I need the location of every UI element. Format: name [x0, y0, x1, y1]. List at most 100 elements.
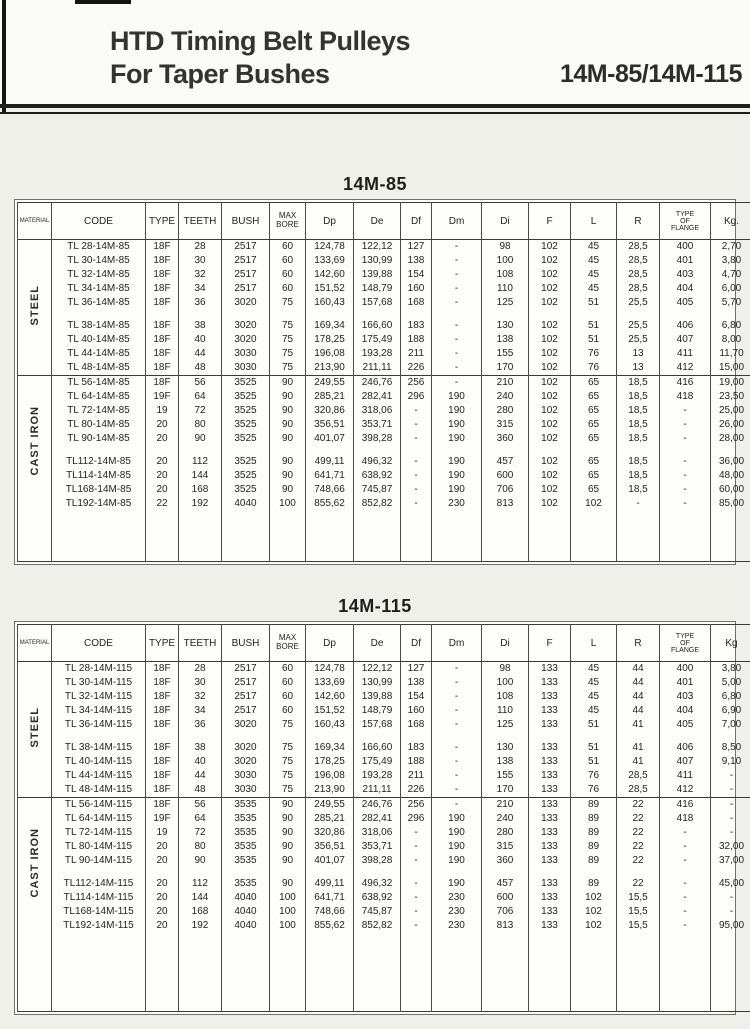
spacer-cell	[178, 310, 222, 319]
table-cell: 20	[145, 919, 179, 933]
table-cell: 3535	[221, 797, 270, 812]
spacer-cell	[353, 310, 401, 319]
table-cell: 133	[528, 704, 571, 718]
page-header: HTD Timing Belt Pulleys For Taper Bushes…	[0, 0, 750, 104]
spacer-row	[18, 446, 750, 455]
table-cell: 32	[178, 268, 222, 282]
table-cell: 160	[400, 282, 432, 296]
table-cell: 102	[528, 296, 571, 310]
spacer-cell	[221, 446, 270, 455]
column-header: TYPE	[145, 624, 179, 662]
table-cell: 600	[481, 469, 529, 483]
table-cell: 89	[570, 877, 617, 891]
spacer-cell	[305, 310, 354, 319]
table-cell: -	[659, 826, 711, 840]
table-cell: -	[659, 854, 711, 868]
filler-cell	[481, 933, 529, 1012]
table-cell: 178,25	[305, 333, 354, 347]
table-cell: 230	[431, 905, 482, 919]
table-cell: 51	[570, 741, 617, 755]
table-cell: 51	[570, 319, 617, 333]
table-cell: 230	[431, 919, 482, 933]
spacer-cell	[269, 868, 306, 877]
table-title: 14M-115	[338, 596, 412, 616]
table-cell: -	[431, 755, 482, 769]
spacer-cell	[710, 732, 750, 741]
table-cell: 28,5	[616, 783, 660, 798]
table-cell: -	[431, 718, 482, 732]
table-cell: 400	[659, 661, 711, 676]
table-cell: 2517	[221, 661, 270, 676]
table-cell: 407	[659, 755, 711, 769]
table-cell: 22	[616, 797, 660, 812]
table-cell: 76	[570, 347, 617, 361]
table-cell: -	[659, 455, 711, 469]
spacer-cell	[305, 446, 354, 455]
table-cell: 855,62	[305, 497, 354, 511]
table-cell: TL 38-14M-115	[51, 741, 146, 755]
spacer-cell	[481, 732, 529, 741]
spacer-cell	[305, 868, 354, 877]
spacer-cell	[570, 310, 617, 319]
spacer-cell	[221, 868, 270, 877]
table-cell: 196,08	[305, 769, 354, 783]
table-cell: 56	[178, 375, 222, 390]
table-cell: 37,00	[710, 854, 750, 868]
table-row: TL 30-14M-85 18F 30 2517 60 133,69 130,99 138-1…	[18, 254, 750, 268]
table-cell: -	[400, 826, 432, 840]
table-cell: 18,5	[616, 375, 660, 390]
spacer-row	[18, 732, 750, 741]
table-row: TL114-14M-115 20 144 4040 100 641,71 638,92-23…	[18, 891, 750, 905]
table-cell: 44	[616, 690, 660, 704]
table-cell: 168	[400, 718, 432, 732]
table-cell: 22	[616, 877, 660, 891]
table-cell: 75	[269, 741, 306, 755]
table-row: TL 40-14M-85 18F 40 3020 75 178,25 175,49 188-1…	[18, 333, 750, 347]
table-cell: 4040	[221, 497, 270, 511]
table-cell: 3525	[221, 455, 270, 469]
table-cell: 90	[269, 840, 306, 854]
table-cell: -	[431, 333, 482, 347]
table-cell: 256	[400, 797, 432, 812]
filler-cell	[145, 933, 179, 1012]
table-cell: 22	[616, 840, 660, 854]
table-cell: 157,68	[353, 296, 401, 310]
table-cell: 30	[178, 676, 222, 690]
table-cell: TL 32-14M-85	[51, 268, 146, 282]
table-cell: TL 34-14M-85	[51, 282, 146, 296]
spacer-cell	[616, 868, 660, 877]
table-cell: 3030	[221, 347, 270, 361]
table-cell: 45,00	[710, 877, 750, 891]
table-cell: -	[431, 375, 482, 390]
table-cell: 108	[481, 268, 529, 282]
table-cell: 178,25	[305, 755, 354, 769]
table-cell: 404	[659, 704, 711, 718]
table-cell: 25,5	[616, 296, 660, 310]
table-cell: 133	[528, 840, 571, 854]
filler-cell	[570, 933, 617, 1012]
table-cell: 190	[431, 404, 482, 418]
table-cell: 190	[431, 432, 482, 446]
table-cell: 133,69	[305, 676, 354, 690]
table-cell: 6,80	[710, 690, 750, 704]
table-cell: 3525	[221, 375, 270, 390]
table-row: TL 44-14M-85 18F 44 3030 75 196,08 193,28 211-1…	[18, 347, 750, 361]
column-header: R	[616, 202, 660, 240]
table-cell: 133	[528, 905, 571, 919]
table-cell: 125	[481, 718, 529, 732]
table-cell: TL 44-14M-115	[51, 769, 146, 783]
table-filler	[17, 933, 750, 1012]
table-cell: 5,70	[710, 296, 750, 310]
table-cell: 56	[178, 797, 222, 812]
filler-cell	[221, 933, 270, 1012]
table-cell: 133	[528, 755, 571, 769]
table-cell: TL 34-14M-115	[51, 704, 146, 718]
table-cell: 2517	[221, 690, 270, 704]
table-cell: 60	[269, 704, 306, 718]
table-cell: 213,90	[305, 361, 354, 376]
table-cell: -	[400, 840, 432, 854]
table-cell: 102	[570, 919, 617, 933]
table-cell: 34	[178, 704, 222, 718]
table-cell: 3525	[221, 469, 270, 483]
table-cell: 9,10	[710, 755, 750, 769]
